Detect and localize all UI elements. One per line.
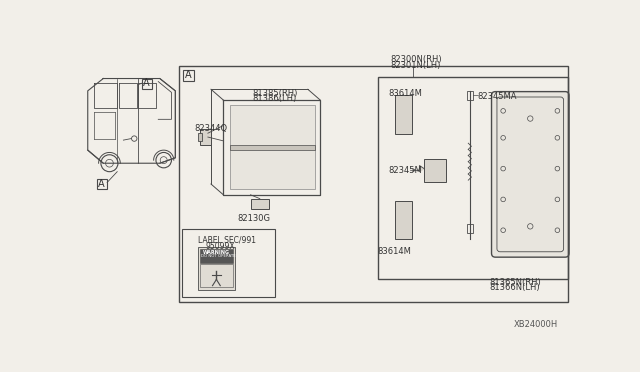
Bar: [395, 96, 412, 134]
Bar: [97, 179, 107, 189]
Text: 83614M: 83614M: [378, 247, 412, 256]
Bar: [179, 66, 568, 302]
Bar: [424, 158, 446, 182]
Bar: [183, 70, 194, 81]
Text: 82345M: 82345M: [388, 166, 422, 175]
Bar: [200, 249, 233, 263]
Bar: [198, 133, 202, 141]
Text: A: A: [143, 78, 150, 88]
Text: 81385(RH): 81385(RH): [252, 89, 298, 97]
Bar: [182, 230, 275, 297]
Bar: [395, 201, 412, 240]
Bar: [200, 264, 233, 287]
Text: 81386(LH): 81386(LH): [252, 94, 296, 103]
Text: A: A: [185, 70, 192, 80]
Text: WARNING: WARNING: [202, 250, 230, 255]
Bar: [142, 78, 152, 89]
Text: 83614M: 83614M: [388, 89, 422, 98]
Bar: [198, 247, 235, 290]
Text: 82345MA: 82345MA: [477, 92, 517, 102]
Bar: [467, 91, 473, 100]
Text: DO NOT OPERATE: DO NOT OPERATE: [201, 254, 236, 258]
Bar: [200, 129, 211, 145]
Polygon shape: [419, 166, 424, 172]
Text: 82301N(LH): 82301N(LH): [390, 61, 440, 70]
Text: XB24000H: XB24000H: [514, 320, 558, 329]
Text: 82130G: 82130G: [238, 214, 271, 223]
Bar: [230, 106, 315, 189]
Bar: [230, 145, 315, 150]
Text: 81365N(RH): 81365N(RH): [489, 278, 541, 287]
Bar: [378, 77, 568, 279]
Text: 95099X: 95099X: [205, 242, 235, 251]
Text: 82300N(RH): 82300N(RH): [390, 55, 442, 64]
FancyBboxPatch shape: [492, 92, 569, 257]
Bar: [467, 224, 473, 233]
Text: A: A: [99, 179, 105, 189]
Text: LABEL SEC/991: LABEL SEC/991: [198, 235, 256, 245]
Text: 82344Q: 82344Q: [195, 124, 228, 133]
Text: 81366N(LH): 81366N(LH): [490, 283, 540, 292]
Bar: [250, 199, 269, 209]
